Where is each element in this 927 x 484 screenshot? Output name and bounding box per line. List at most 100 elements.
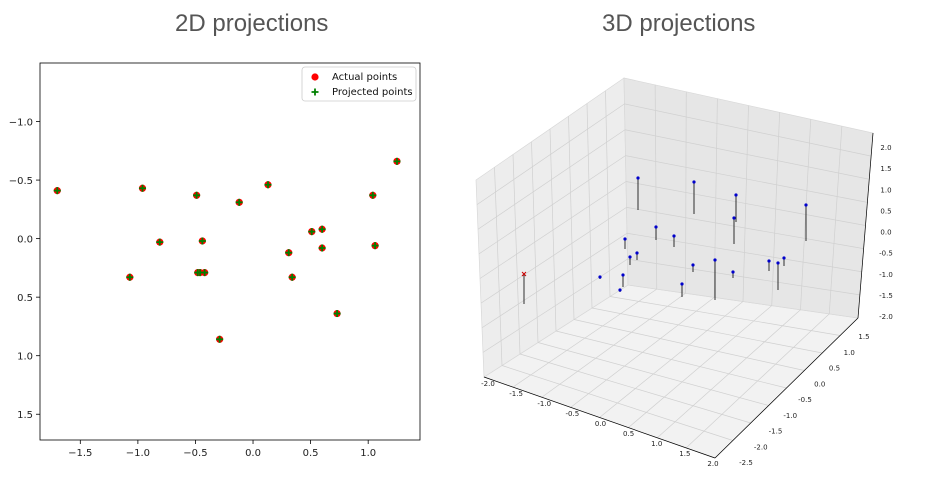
data-point — [713, 258, 717, 262]
y-axis-line — [714, 317, 859, 459]
y-tick-label: -2.5 — [739, 459, 753, 467]
y-tick-label: 1.5 — [858, 333, 869, 341]
z-tick-label: 1.0 — [880, 186, 891, 194]
data-point — [598, 275, 602, 279]
projected-point — [193, 191, 201, 199]
data-point — [731, 270, 735, 274]
data-point — [654, 225, 658, 229]
projected-point — [369, 191, 377, 199]
y-tick-label: -1.0 — [783, 412, 797, 420]
projected-point — [285, 249, 293, 257]
y-tick-label: 1.5 — [17, 410, 33, 421]
z-tick-label: 1.5 — [880, 165, 891, 173]
x-tick-label: -1.5 — [509, 390, 523, 398]
back-gridline — [771, 112, 780, 306]
x-tick-label: −0.5 — [183, 448, 207, 459]
projected-point — [318, 225, 326, 233]
data-point — [732, 216, 736, 220]
back-gridline — [828, 126, 843, 314]
projected-point — [235, 198, 243, 206]
legend-box — [301, 66, 417, 102]
projected-point — [156, 238, 164, 246]
back-gridline — [624, 129, 870, 180]
x-axis-line — [483, 376, 716, 459]
y-tick-label: 0.0 — [814, 380, 825, 388]
left-gridline — [605, 90, 611, 297]
projected-point — [201, 269, 209, 277]
y-tick-label: 0.0 — [17, 235, 33, 246]
y-tick-label: 0.5 — [17, 293, 33, 304]
z-tick-label: -1.5 — [879, 292, 893, 300]
x-tick-label: 0.0 — [245, 448, 261, 459]
data-point — [672, 234, 676, 238]
z-axis-line — [857, 132, 874, 319]
left-gridline — [568, 116, 575, 320]
y-tick-label: 0.5 — [829, 365, 840, 373]
data-point — [618, 288, 622, 292]
data-point — [767, 259, 771, 263]
projected-point — [318, 244, 326, 252]
x-tick-label: -1.0 — [537, 400, 551, 408]
projected-point — [198, 237, 206, 245]
legend-marker-projected — [311, 88, 319, 96]
data-point — [636, 176, 640, 180]
left-gridline — [477, 129, 626, 230]
z-tick-label: 0.0 — [880, 229, 891, 237]
x-tick-label: −1.5 — [68, 448, 92, 459]
z-tick-label: 0.5 — [880, 207, 891, 215]
projected-point — [308, 228, 316, 236]
projected-point — [371, 242, 379, 250]
data-point — [680, 282, 684, 286]
z-tick-label: 2.0 — [880, 144, 891, 152]
x-tick-label: −1.0 — [126, 448, 150, 459]
projected-point — [53, 187, 61, 195]
legend-label-actual: Actual points — [332, 72, 397, 83]
projected-point — [288, 273, 296, 281]
data-point — [804, 203, 808, 207]
data-point — [691, 263, 695, 267]
x-tick-label: 1.5 — [679, 450, 690, 458]
legend-label-projected: Projected points — [332, 87, 413, 98]
data-point — [692, 180, 696, 184]
x-tick-label: 0.0 — [595, 420, 606, 428]
z-tick-label: -2.0 — [879, 313, 893, 321]
data-point — [782, 256, 786, 260]
projected-point — [333, 310, 341, 318]
x-tick-label: 1.0 — [651, 440, 662, 448]
projected-point — [138, 184, 146, 192]
y-tick-label: -0.5 — [798, 396, 812, 404]
data-point — [628, 255, 632, 259]
x-tick-label: -2.0 — [481, 380, 495, 388]
outlier-point — [521, 271, 527, 277]
back-gridline — [625, 155, 868, 203]
z-tick-label: -1.0 — [879, 271, 893, 279]
y-tick-label: 1.0 — [844, 349, 855, 357]
y-tick-label: -2.0 — [754, 443, 768, 451]
z-tick-label: -0.5 — [879, 250, 893, 258]
data-point — [734, 193, 738, 197]
left-gridline — [586, 103, 593, 309]
plot-frame — [39, 62, 421, 441]
projected-point — [393, 157, 401, 165]
chart-title-2d: 2D projections — [175, 10, 329, 37]
data-point — [623, 237, 627, 241]
floor-gridline — [628, 305, 772, 428]
y-tick-label: −0.5 — [9, 176, 33, 187]
data-point — [621, 273, 625, 277]
y-tick-label: 1.0 — [17, 352, 33, 363]
floor-gridline — [599, 301, 744, 418]
projected-point — [264, 181, 272, 189]
floor-gridline — [685, 313, 830, 449]
floor-gridline — [657, 309, 801, 439]
chart-legend: Actual points Projected points — [301, 66, 417, 102]
floor-gridline — [609, 296, 841, 336]
floor-gridline — [573, 319, 805, 371]
x-tick-label: 1.0 — [360, 448, 376, 459]
left-gridline — [479, 181, 627, 279]
chart-title-3d: 3D projections — [602, 10, 756, 37]
x-tick-label: 2.0 — [707, 460, 718, 468]
data-point — [776, 261, 780, 265]
x-tick-label: -0.5 — [566, 410, 580, 418]
